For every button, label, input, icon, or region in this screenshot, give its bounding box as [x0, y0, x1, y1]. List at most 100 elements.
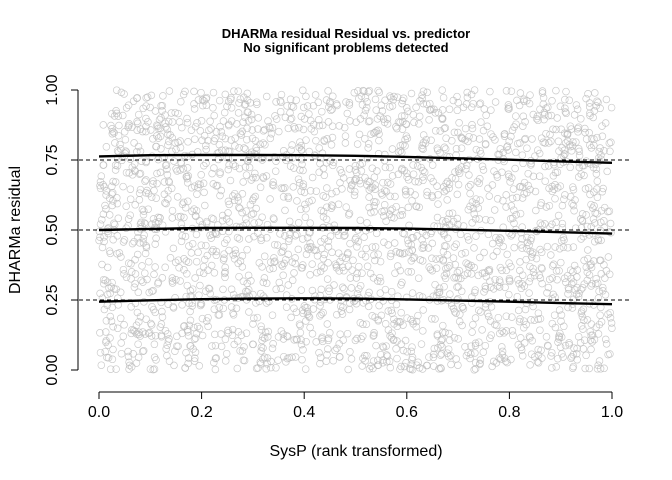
scatter-point	[391, 192, 399, 201]
scatter-point	[131, 255, 139, 264]
scatter-point	[408, 365, 417, 374]
scatter-point	[247, 176, 256, 184]
scatter-point	[402, 120, 410, 128]
scatter-point	[334, 231, 343, 240]
scatter-point	[216, 168, 224, 177]
scatter-point	[477, 308, 485, 316]
scatter-point	[157, 102, 165, 110]
scatter-point	[548, 274, 557, 282]
scatter-point	[191, 334, 200, 342]
scatter-point	[282, 303, 291, 311]
scatter-point	[256, 183, 265, 192]
scatter-point	[224, 165, 233, 174]
scatter-point	[455, 119, 463, 127]
scatter-point	[430, 344, 439, 353]
scatter-point	[301, 365, 310, 373]
scatter-point	[434, 200, 442, 208]
scatter-point	[206, 289, 214, 298]
scatter-point	[104, 224, 113, 232]
scatter-point	[276, 107, 285, 116]
scatter-point	[102, 338, 110, 347]
scatter-point	[472, 232, 480, 240]
scatter-point	[202, 217, 211, 226]
scatter-point	[335, 353, 344, 361]
scatter-point	[168, 279, 177, 287]
scatter-point	[96, 181, 104, 190]
scatter-point	[187, 249, 196, 257]
scatter-point	[584, 184, 593, 192]
scatter-point	[454, 98, 462, 107]
x-tick-label: 0.4	[293, 404, 315, 421]
scatter-point	[580, 256, 588, 265]
scatter-point	[453, 106, 462, 115]
scatter-point	[108, 182, 116, 191]
scatter-point	[259, 139, 267, 147]
scatter-point	[221, 357, 230, 365]
scatter-point	[381, 285, 390, 294]
scatter-point	[587, 200, 595, 209]
scatter-point	[165, 335, 173, 343]
scatter-point	[268, 344, 277, 353]
scatter-point	[564, 290, 572, 298]
scatter-point	[194, 96, 203, 104]
scatter-point	[457, 250, 466, 258]
scatter-point	[466, 181, 475, 189]
scatter-point	[444, 234, 452, 243]
scatter-point	[429, 362, 438, 370]
scatter-point	[423, 88, 431, 97]
scatter-point	[144, 205, 152, 213]
scatter-point	[115, 121, 123, 130]
scatter-point	[506, 277, 514, 286]
scatter-point	[266, 225, 275, 233]
scatter-point	[568, 304, 577, 312]
scatter-point	[151, 107, 160, 115]
scatter-point	[244, 271, 253, 280]
scatter-point	[314, 98, 323, 107]
scatter-point	[192, 206, 201, 215]
scatter-point	[298, 160, 306, 169]
scatter-point	[279, 271, 287, 280]
scatter-point	[216, 191, 224, 200]
scatter-point	[585, 99, 594, 107]
scatter-point	[574, 128, 582, 136]
scatter-point	[157, 114, 165, 122]
scatter-point	[380, 118, 389, 127]
scatter-point	[446, 351, 455, 360]
scatter-point	[270, 215, 278, 223]
scatter-point	[158, 313, 167, 321]
scatter-point	[198, 101, 207, 110]
scatter-point	[294, 219, 303, 227]
scatter-point	[381, 96, 389, 105]
scatter-point	[576, 215, 585, 223]
scatter-point	[545, 275, 554, 284]
scatter-point	[107, 317, 116, 326]
scatter-point	[328, 202, 337, 210]
scatter-point	[336, 330, 344, 338]
scatter-point	[119, 332, 128, 341]
scatter-point	[258, 336, 266, 345]
scatter-point	[465, 171, 473, 179]
scatter-point	[200, 255, 209, 264]
scatter-point	[254, 114, 263, 122]
scatter-point	[503, 250, 511, 259]
scatter-point	[209, 215, 218, 223]
scatter-point	[108, 125, 116, 133]
scatter-point	[277, 98, 285, 106]
scatter-point	[204, 322, 212, 331]
scatter-point	[242, 215, 250, 223]
scatter-point	[530, 271, 539, 280]
scatter-point	[449, 304, 458, 313]
scatter-point	[365, 186, 374, 194]
scatter-point	[507, 262, 515, 271]
scatter-point	[445, 105, 454, 114]
scatter-point	[393, 337, 401, 345]
scatter-point	[305, 228, 313, 237]
scatter-point	[346, 274, 355, 282]
scatter-point	[141, 220, 150, 228]
scatter-point	[502, 203, 510, 211]
scatter-point	[606, 219, 615, 228]
scatter-point	[439, 321, 447, 330]
scatter-point	[108, 190, 116, 198]
scatter-point	[250, 314, 258, 323]
scatter-point	[241, 100, 250, 109]
